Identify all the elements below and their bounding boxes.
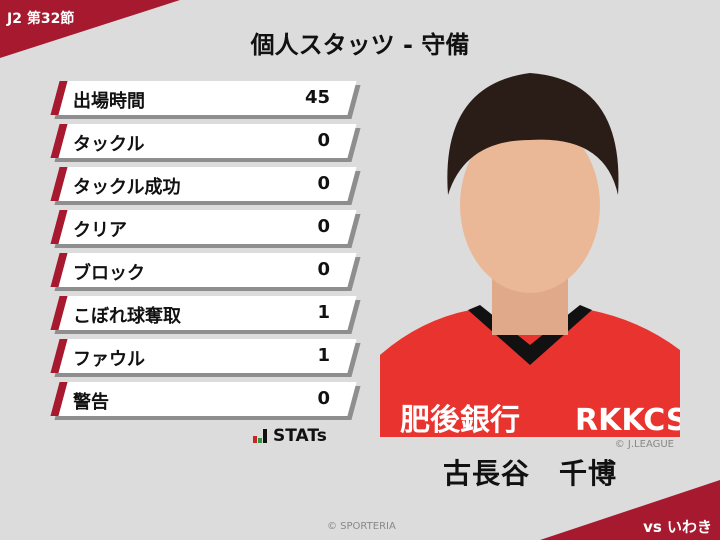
stat-value: 0 [317, 173, 330, 194]
player-name: 古長谷 千博 [442, 457, 617, 490]
stat-row: ブロック 0 [50, 253, 361, 291]
stat-label: タックル成功 [73, 177, 181, 198]
stat-label: ブロック [73, 263, 145, 284]
stats-logo: STATs [253, 426, 327, 446]
stat-value: 1 [317, 345, 330, 366]
stat-value: 0 [317, 216, 330, 237]
stat-value: 45 [304, 87, 330, 108]
round-label: J2 第32節 [7, 11, 75, 27]
stat-row: クリア 0 [50, 210, 361, 248]
stat-value: 0 [317, 259, 330, 280]
stat-label: タックル [73, 134, 145, 155]
stats-logo-text: STATs [273, 426, 327, 446]
stat-label: 出場時間 [73, 91, 145, 112]
shirt-sponsor: 肥後銀行 [400, 403, 520, 437]
stat-row: タックル成功 0 [50, 167, 361, 205]
stat-row: ファウル 1 [50, 339, 361, 377]
stat-row: こぼれ球奪取 1 [50, 296, 361, 334]
stat-value: 1 [317, 302, 330, 323]
stat-label: クリア [73, 220, 127, 241]
photo-credit: © J.LEAGUE [614, 439, 674, 450]
stat-label: ファウル [73, 349, 145, 370]
stat-row: タックル 0 [50, 124, 361, 162]
stat-value: 0 [317, 130, 330, 151]
stat-row: 出場時間 45 [50, 81, 361, 119]
stat-value: 0 [317, 388, 330, 409]
page-title: 個人スタッツ - 守備 [250, 31, 470, 59]
copyright: © SPORTERIA [327, 521, 396, 532]
shirt-sponsor-2: RKKCS [575, 403, 680, 437]
stat-label: こぼれ球奪取 [73, 306, 181, 327]
opponent-label: vs いわき [643, 518, 712, 536]
bar-chart-icon [253, 429, 267, 443]
stat-label: 警告 [73, 392, 109, 413]
stat-row: 警告 0 [50, 382, 361, 420]
player-photo: 肥後銀行 RKKCS [380, 65, 680, 437]
